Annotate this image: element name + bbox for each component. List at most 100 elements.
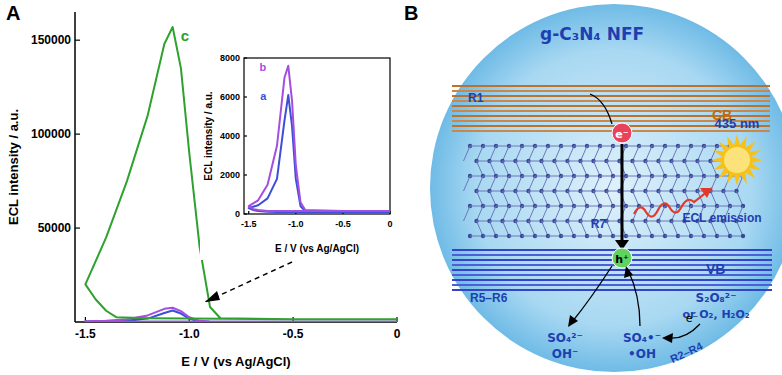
lattice-bond [607, 146, 614, 161]
y-tick [244, 174, 247, 175]
lattice-bond [672, 161, 679, 176]
product-arrow [572, 266, 612, 322]
reaction-label: R1 [468, 91, 484, 105]
lattice-bond [516, 206, 523, 221]
coreactant-arrow [668, 324, 700, 338]
product-label: OH⁻ [552, 347, 579, 361]
diagram-title: g-C₃N₄ NFF [540, 24, 644, 44]
lattice-bond [490, 191, 497, 206]
lattice-bond [529, 176, 536, 191]
coreactant-label: S₂O₈²⁻ [696, 291, 737, 305]
lattice-bond [490, 206, 497, 221]
lattice-bond [698, 146, 705, 161]
cb-band [452, 90, 770, 92]
lattice-bond [490, 221, 497, 236]
lattice-bond [555, 206, 562, 221]
series-label: c [181, 27, 189, 44]
x-tick-label: -1.5 [75, 327, 96, 341]
lattice-bond [542, 176, 549, 191]
background-circle [430, 4, 782, 372]
lattice-bond [581, 206, 588, 221]
lattice-bond [568, 206, 575, 221]
lattice-bond [503, 146, 510, 161]
lattice-bond [607, 206, 614, 221]
y-tick [75, 134, 80, 135]
lattice-bond [594, 161, 601, 176]
lattice-bond [529, 206, 536, 221]
inset-chart: -1.5-1.0-0.5002000400060008000E / V (vs … [203, 53, 393, 254]
x-tick-label: -0.5 [283, 327, 304, 341]
y-axis-title: ECL intensity / a.u. [6, 109, 21, 225]
x-tick-label: -1.0 [288, 219, 304, 229]
lattice-bond [464, 176, 471, 191]
data-group [249, 66, 390, 212]
x-tick-label: -1.0 [179, 327, 200, 341]
lattice-bond [698, 161, 705, 176]
y-tick [75, 227, 80, 228]
lattice-bond [581, 146, 588, 161]
lattice-bond [594, 176, 601, 191]
lattice-bond [659, 176, 666, 191]
lattice-bond [477, 221, 484, 236]
lattice-bond [529, 161, 536, 176]
y-tick [244, 57, 247, 58]
cb-band [452, 85, 770, 87]
y-tick-label: 100000 [31, 127, 71, 141]
lattice-bond [581, 191, 588, 206]
lattice-bond [568, 191, 575, 206]
lattice-bond [477, 206, 484, 221]
vb-band [452, 249, 772, 251]
electron [612, 123, 632, 143]
y-tick [244, 213, 247, 214]
lattice-bond [503, 161, 510, 176]
lattice-bond [529, 221, 536, 236]
lattice-bond [646, 221, 653, 236]
y-tick-label: 8000 [220, 53, 240, 63]
lattice-bond [503, 176, 510, 191]
lattice-bond [477, 161, 484, 176]
lattice-bond [542, 146, 549, 161]
lattice-bond [529, 191, 536, 206]
y-tick [244, 135, 247, 136]
lattice-bond [516, 146, 523, 161]
main-chart: -1.5-1.0-0.5050000100000150000E / V (vs … [6, 12, 401, 369]
lattice-bond [581, 161, 588, 176]
radical-arrow [628, 270, 640, 326]
lattice-bond [724, 191, 731, 206]
lattice-bond [594, 146, 601, 161]
lattice-bond [633, 161, 640, 176]
lattice-bond [685, 176, 692, 191]
series-line [249, 66, 390, 211]
lattice-bond [607, 176, 614, 191]
lattice-bond [607, 191, 614, 206]
lattice-bond [542, 206, 549, 221]
lattice-bond [464, 146, 471, 161]
lattice-bond [516, 221, 523, 236]
lattice-bond [568, 146, 575, 161]
lattice-bond [737, 191, 744, 206]
x-tick [248, 211, 249, 214]
lattice-bond [607, 221, 614, 236]
reaction-label: R2–R4 [668, 339, 705, 365]
radical-label: •OH [628, 347, 656, 361]
series-line [249, 95, 390, 212]
hole [612, 248, 632, 268]
sun-rays [711, 134, 763, 186]
lattice-bond [646, 191, 653, 206]
lattice-bond [568, 221, 575, 236]
lattice-bond [464, 206, 471, 221]
recombination-arrow [621, 144, 624, 244]
mechanism-diagram: g-C₃N₄ NFFR1CBVBe⁻h⁺R7435 nmECL emission… [430, 4, 782, 372]
lattice-bond [516, 161, 523, 176]
lattice-bond [633, 146, 640, 161]
emission-label: ECL emission [682, 211, 761, 225]
lattice-bond [633, 191, 640, 206]
lattice-bond [555, 161, 562, 176]
lattice-bond [594, 191, 601, 206]
coreactant-arrow-head [662, 333, 673, 343]
lattice-bond [672, 146, 679, 161]
lattice-bond [542, 191, 549, 206]
inset-arrow-head [205, 291, 220, 302]
vb-band [452, 279, 772, 281]
reaction-label: R7 [591, 217, 607, 231]
